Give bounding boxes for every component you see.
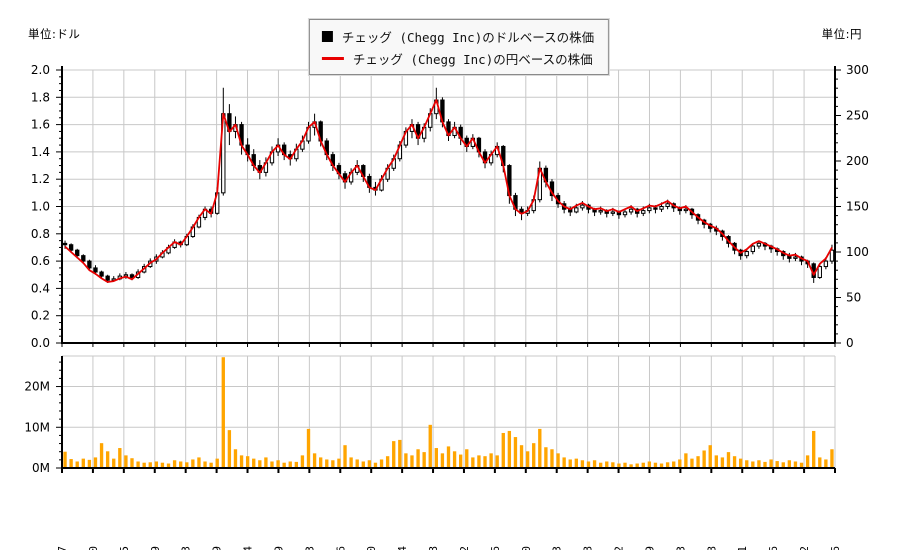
svg-text:2025-11-28: 2025-11-28 bbox=[582, 546, 595, 550]
svg-text:2025-8-20: 2025-8-20 bbox=[365, 546, 378, 550]
svg-text:2025-10-16: 2025-10-16 bbox=[489, 546, 502, 550]
svg-text:2025-9-4: 2025-9-4 bbox=[396, 546, 409, 550]
svg-text:2026-3-26: 2026-3-26 bbox=[829, 546, 842, 550]
svg-text:1.4: 1.4 bbox=[31, 145, 50, 159]
svg-text:50: 50 bbox=[846, 291, 861, 305]
svg-text:2025-7-23: 2025-7-23 bbox=[303, 546, 316, 550]
svg-text:150: 150 bbox=[846, 200, 869, 214]
legend-item-label: チェッグ (Chegg Inc)の円ベースの株価 bbox=[352, 51, 593, 67]
svg-text:0.0: 0.0 bbox=[31, 336, 50, 350]
svg-text:2026-2-11: 2026-2-11 bbox=[736, 546, 749, 550]
usd-series-square-icon bbox=[321, 30, 333, 42]
legend-item-usd: チェッグ (Chegg Inc)のドルベースの株価 bbox=[321, 25, 595, 47]
svg-text:2025-7-9: 2025-7-9 bbox=[272, 546, 285, 550]
svg-text:0: 0 bbox=[846, 336, 854, 350]
svg-text:0M: 0M bbox=[32, 461, 50, 475]
right-axis-unit-label: 単位:円 bbox=[821, 27, 862, 41]
svg-text:1.6: 1.6 bbox=[31, 118, 50, 132]
svg-text:2025-4-25: 2025-4-25 bbox=[118, 546, 131, 550]
svg-text:2025-9-18: 2025-9-18 bbox=[427, 546, 440, 550]
svg-text:2026-1-28: 2026-1-28 bbox=[705, 546, 718, 550]
volume-bars bbox=[63, 357, 834, 468]
axes bbox=[56, 66, 841, 473]
svg-text:2026-2-26: 2026-2-26 bbox=[767, 546, 780, 550]
svg-text:2.0: 2.0 bbox=[31, 63, 50, 77]
yen-series-line-icon bbox=[321, 56, 344, 60]
svg-text:1.0: 1.0 bbox=[31, 200, 50, 214]
svg-text:0.8: 0.8 bbox=[31, 227, 50, 241]
svg-text:10M: 10M bbox=[24, 420, 50, 434]
svg-text:2025-12-29: 2025-12-29 bbox=[643, 546, 656, 550]
left-axis-unit-label: 単位:ドル bbox=[28, 27, 81, 41]
legend-item-label: チェッグ (Chegg Inc)のドルベースの株価 bbox=[341, 29, 595, 45]
svg-text:2025-6-24: 2025-6-24 bbox=[242, 546, 255, 550]
usd-candlestick-series bbox=[62, 87, 835, 283]
axis-tick-labels: 2.0 1.8 1.6 1.4 1.2 1.0 0.8 0.6 0.4 0.2 0.0 300 250 2… bbox=[24, 63, 869, 475]
svg-text:0.4: 0.4 bbox=[31, 281, 50, 295]
svg-text:20M: 20M bbox=[24, 380, 50, 394]
svg-text:250: 250 bbox=[846, 109, 869, 123]
legend-item-yen: チェッグ (Chegg Inc)の円ベースの株価 bbox=[321, 47, 594, 69]
svg-text:2026-3-12: 2026-3-12 bbox=[798, 546, 811, 550]
svg-text:2025-3-27: 2025-3-27 bbox=[56, 546, 69, 550]
svg-text:0.6: 0.6 bbox=[31, 254, 50, 268]
x-date-labels: 2025-3-27 2025-4-10 2025-4-25 2025-5-9 2025-… bbox=[56, 546, 842, 550]
svg-text:2025-10-30: 2025-10-30 bbox=[520, 546, 533, 550]
svg-text:2025-8-6: 2025-8-6 bbox=[334, 546, 347, 550]
legend: チェッグ (Chegg Inc)のドルベースの株価 チェッグ (Chegg In… bbox=[307, 18, 611, 76]
svg-text:300: 300 bbox=[846, 63, 869, 77]
svg-text:100: 100 bbox=[846, 245, 869, 259]
svg-text:1.2: 1.2 bbox=[31, 172, 50, 186]
svg-text:2025-10-2: 2025-10-2 bbox=[458, 546, 471, 550]
svg-text:2026-1-13: 2026-1-13 bbox=[674, 546, 687, 550]
svg-text:0.2: 0.2 bbox=[31, 309, 50, 323]
svg-text:2025-5-23: 2025-5-23 bbox=[180, 546, 193, 550]
svg-text:2025-5-9: 2025-5-9 bbox=[149, 546, 162, 550]
yen-line-series bbox=[64, 99, 833, 283]
svg-text:200: 200 bbox=[846, 154, 869, 168]
svg-text:2025-4-10: 2025-4-10 bbox=[87, 546, 100, 550]
svg-text:2025-12-12: 2025-12-12 bbox=[613, 546, 626, 550]
svg-text:1.8: 1.8 bbox=[31, 90, 50, 104]
svg-text:2025-6-9: 2025-6-9 bbox=[211, 546, 224, 550]
svg-text:2025-11-13: 2025-11-13 bbox=[551, 546, 564, 550]
